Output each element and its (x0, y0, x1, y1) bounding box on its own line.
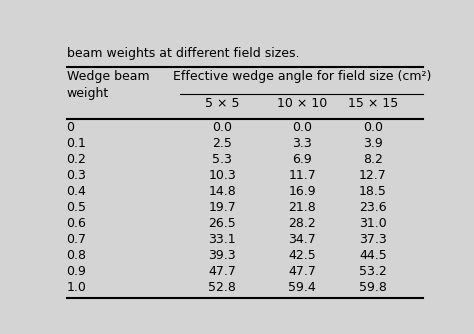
Text: 44.5: 44.5 (359, 248, 387, 262)
Text: 6.9: 6.9 (292, 153, 312, 166)
Text: 52.8: 52.8 (209, 281, 237, 294)
Text: 19.7: 19.7 (209, 201, 236, 214)
Text: 39.3: 39.3 (209, 248, 236, 262)
Text: 16.9: 16.9 (288, 185, 316, 198)
Text: 0.4: 0.4 (66, 185, 86, 198)
Text: 0.0: 0.0 (363, 121, 383, 134)
Text: 18.5: 18.5 (359, 185, 387, 198)
Text: 37.3: 37.3 (359, 233, 387, 246)
Text: 14.8: 14.8 (209, 185, 236, 198)
Text: 0.0: 0.0 (292, 121, 312, 134)
Text: 11.7: 11.7 (288, 169, 316, 182)
Text: 5.3: 5.3 (212, 153, 232, 166)
Text: Effective wedge angle for field size (cm²): Effective wedge angle for field size (cm… (173, 70, 431, 82)
Text: 0: 0 (66, 121, 74, 134)
Text: 59.8: 59.8 (359, 281, 387, 294)
Text: 26.5: 26.5 (209, 217, 236, 230)
Text: 23.6: 23.6 (359, 201, 387, 214)
Text: 0.8: 0.8 (66, 248, 87, 262)
Text: 0.9: 0.9 (66, 265, 86, 278)
Text: beam weights at different field sizes.: beam weights at different field sizes. (66, 46, 299, 59)
Text: 12.7: 12.7 (359, 169, 387, 182)
Text: 3.3: 3.3 (292, 137, 312, 150)
Text: 47.7: 47.7 (209, 265, 237, 278)
Text: 0.1: 0.1 (66, 137, 86, 150)
Text: 0.0: 0.0 (212, 121, 232, 134)
Text: 33.1: 33.1 (209, 233, 236, 246)
Text: 1.0: 1.0 (66, 281, 86, 294)
Text: 34.7: 34.7 (288, 233, 316, 246)
Text: 2.5: 2.5 (212, 137, 232, 150)
Text: 21.8: 21.8 (288, 201, 316, 214)
Text: 0.7: 0.7 (66, 233, 87, 246)
Text: 59.4: 59.4 (288, 281, 316, 294)
Text: 10 × 10: 10 × 10 (277, 97, 327, 110)
Text: 47.7: 47.7 (288, 265, 316, 278)
Text: Wedge beam
weight: Wedge beam weight (66, 70, 149, 100)
Text: 0.2: 0.2 (66, 153, 86, 166)
Text: 0.6: 0.6 (66, 217, 86, 230)
Text: 15 × 15: 15 × 15 (348, 97, 398, 110)
Text: 10.3: 10.3 (209, 169, 236, 182)
Text: 53.2: 53.2 (359, 265, 387, 278)
Text: 0.3: 0.3 (66, 169, 86, 182)
Text: 28.2: 28.2 (288, 217, 316, 230)
Text: 0.5: 0.5 (66, 201, 87, 214)
Text: 31.0: 31.0 (359, 217, 387, 230)
Text: 3.9: 3.9 (363, 137, 383, 150)
Text: 8.2: 8.2 (363, 153, 383, 166)
Text: 42.5: 42.5 (288, 248, 316, 262)
Text: 5 × 5: 5 × 5 (205, 97, 239, 110)
